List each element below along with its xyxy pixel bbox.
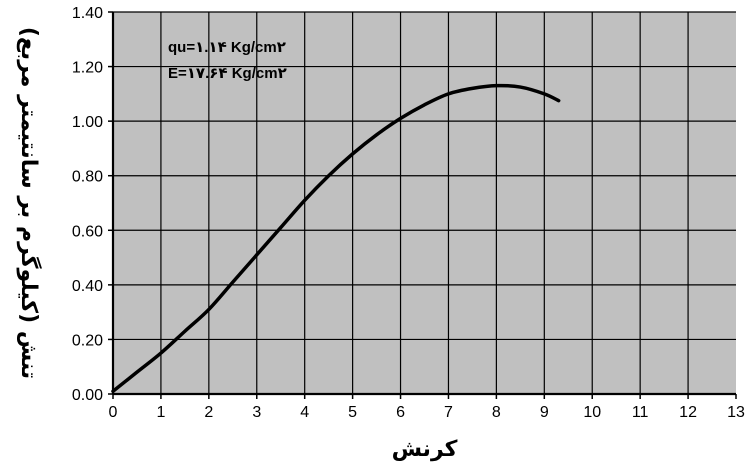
y-tick-label: 0.20 [72, 332, 103, 349]
x-tick-label: 1 [156, 404, 165, 421]
x-tick-label: 2 [204, 404, 213, 421]
x-tick-label: 5 [348, 404, 357, 421]
x-axis-title: کرنش [392, 437, 458, 462]
annotation-text: qu=۱.۱۴ Kg/cm۲ [168, 39, 286, 56]
y-tick-label: 1.20 [72, 60, 103, 77]
y-tick-label: 0.40 [72, 278, 103, 295]
y-axis-title: تنش (کیلوگرم بر سانتیمتر مربع) [16, 27, 43, 379]
annotation-layer: qu=۱.۱۴ Kg/cm۲ E=۱۷.۶۴ Kg/cm۲ [168, 39, 287, 82]
x-tick-label: 6 [396, 404, 405, 421]
x-tick-label: 11 [632, 404, 649, 421]
x-tick-label: 10 [583, 404, 601, 421]
plot-area [113, 12, 736, 394]
annotation-text: E=۱۷.۶۴ Kg/cm۲ [168, 65, 287, 82]
grid-lines [113, 11, 736, 394]
x-axis-ticks: 0 1 2 3 4 5 6 7 8 9 10 11 12 13 [109, 394, 745, 421]
x-tick-label: 8 [492, 404, 501, 421]
x-tick-label: 3 [252, 404, 261, 421]
x-tick-label: 7 [444, 404, 453, 421]
x-tick-label: 13 [727, 404, 745, 421]
series-layer [111, 83, 561, 394]
x-tick-label: 4 [300, 404, 309, 421]
x-tick-label: 0 [109, 404, 118, 421]
series-line [111, 83, 561, 394]
y-tick-label: 0.80 [72, 169, 103, 186]
y-tick-label: 0.00 [72, 387, 103, 404]
y-axis-ticks: 0.00 0.20 0.40 0.60 0.80 1.00 1.20 1.40 [72, 5, 113, 404]
x-tick-label: 12 [679, 404, 697, 421]
y-tick-label: 1.00 [72, 114, 103, 131]
y-tick-label: 0.60 [72, 223, 103, 240]
y-tick-label: 1.40 [72, 5, 103, 22]
x-tick-label: 9 [540, 404, 549, 421]
axes [111, 12, 736, 396]
